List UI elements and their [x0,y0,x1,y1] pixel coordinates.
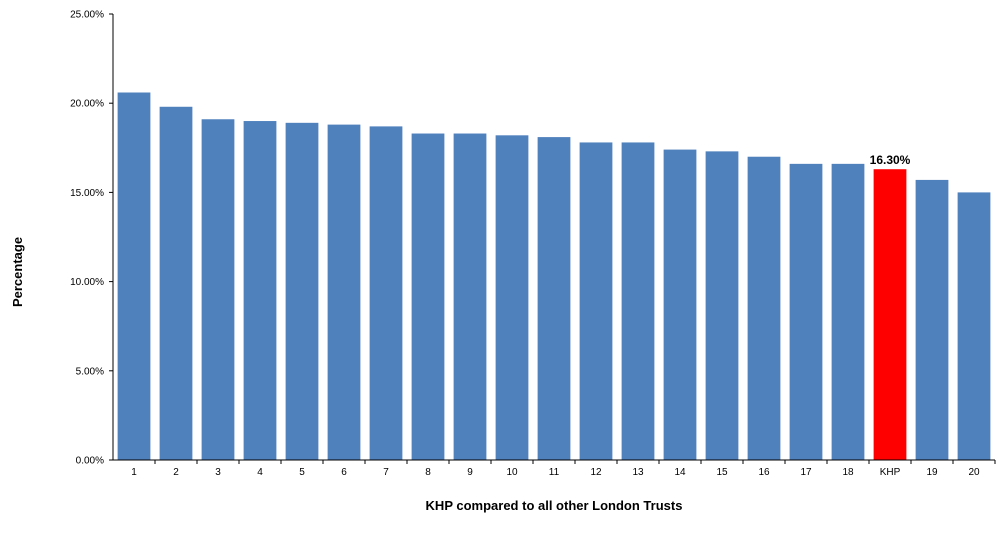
bar [411,133,445,460]
bar [159,106,193,460]
bar [663,149,697,461]
x-tick-label: 10 [506,467,518,478]
bar [117,92,151,460]
x-tick-label: 5 [299,467,305,478]
bar [621,142,655,460]
bar [705,151,739,461]
x-tick-label: 8 [425,467,431,478]
bar [285,122,319,460]
y-tick-label: 25.00% [70,10,104,21]
x-tick-label: 2 [173,467,179,478]
bar [537,137,571,460]
x-tick-label: 14 [674,467,686,478]
y-tick-label: 10.00% [70,277,104,288]
x-tick-label: 9 [467,467,473,478]
bar [747,156,781,460]
bar [201,119,235,461]
y-axis-title: Percentage [10,237,25,307]
x-axis-title: KHP compared to all other London Trusts [426,498,683,513]
bar [957,192,991,460]
x-tick-label: 6 [341,467,347,478]
x-tick-label: KHP [880,467,901,478]
bar-highlight [873,169,907,460]
x-tick-label: 7 [383,467,389,478]
x-tick-label: 17 [800,467,812,478]
x-tick-label: 11 [549,467,560,478]
x-tick-label: 16 [758,467,770,478]
bar [915,179,949,461]
x-tick-label: 12 [590,467,602,478]
y-tick-label: 0.00% [76,456,104,467]
x-ticks-group: 1 2 3 4 5 6 7 8 9 10 11 12 13 14 15 16 17 18 KHP 19 20 [131,460,996,478]
x-tick-label: 13 [632,467,644,478]
y-tick-label: 5.00% [76,366,104,377]
bar [831,163,865,460]
y-tick-label: 20.00% [70,99,104,110]
bars-group: 16.30% [117,92,991,461]
bar [243,121,277,460]
x-tick-label: 20 [968,467,980,478]
x-tick-label: 15 [716,467,728,478]
bar [789,163,823,460]
y-tick-label: 15.00% [70,188,104,199]
y-ticks-group: 0.00% 5.00% 10.00% 15.00% 20.00% 25.00% [70,10,113,467]
bar [579,142,613,460]
bar [453,133,487,460]
x-tick-label: 4 [257,467,263,478]
x-tick-label: 19 [926,467,938,478]
bar [495,135,529,460]
x-tick-label: 18 [842,467,854,478]
bar [369,126,403,460]
bar [327,124,361,460]
x-tick-label: 3 [215,467,221,478]
highlight-data-label: 16.30% [870,153,911,167]
x-tick-label: 1 [131,467,137,478]
